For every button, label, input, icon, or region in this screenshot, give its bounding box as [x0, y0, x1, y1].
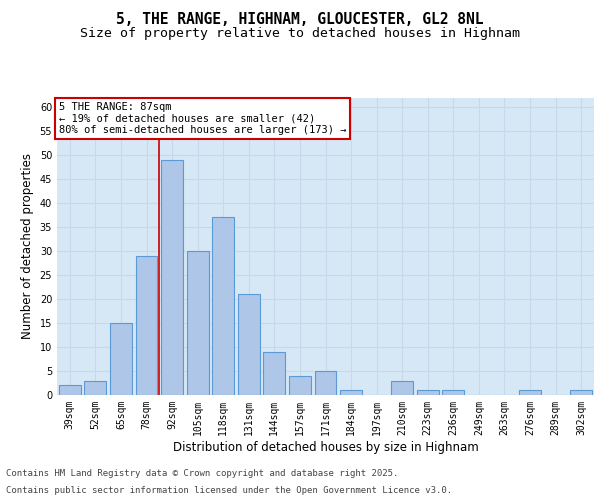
Bar: [187, 251, 209, 395]
Text: 5 THE RANGE: 87sqm
← 19% of detached houses are smaller (42)
80% of semi-detache: 5 THE RANGE: 87sqm ← 19% of detached hou…: [59, 102, 346, 135]
Bar: [85, 380, 106, 395]
Text: Contains HM Land Registry data © Crown copyright and database right 2025.: Contains HM Land Registry data © Crown c…: [6, 468, 398, 477]
Text: Size of property relative to detached houses in Highnam: Size of property relative to detached ho…: [80, 28, 520, 40]
Bar: [442, 390, 464, 395]
Bar: [519, 390, 541, 395]
Bar: [136, 256, 157, 395]
Text: 5, THE RANGE, HIGHNAM, GLOUCESTER, GL2 8NL: 5, THE RANGE, HIGHNAM, GLOUCESTER, GL2 8…: [116, 12, 484, 28]
Bar: [212, 218, 234, 395]
Bar: [161, 160, 183, 395]
Bar: [571, 390, 592, 395]
Text: Contains public sector information licensed under the Open Government Licence v3: Contains public sector information licen…: [6, 486, 452, 495]
Bar: [391, 380, 413, 395]
X-axis label: Distribution of detached houses by size in Highnam: Distribution of detached houses by size …: [173, 440, 478, 454]
Bar: [238, 294, 260, 395]
Bar: [340, 390, 362, 395]
Y-axis label: Number of detached properties: Number of detached properties: [21, 153, 34, 340]
Bar: [289, 376, 311, 395]
Bar: [314, 371, 337, 395]
Bar: [110, 323, 132, 395]
Bar: [417, 390, 439, 395]
Bar: [263, 352, 285, 395]
Bar: [59, 386, 80, 395]
